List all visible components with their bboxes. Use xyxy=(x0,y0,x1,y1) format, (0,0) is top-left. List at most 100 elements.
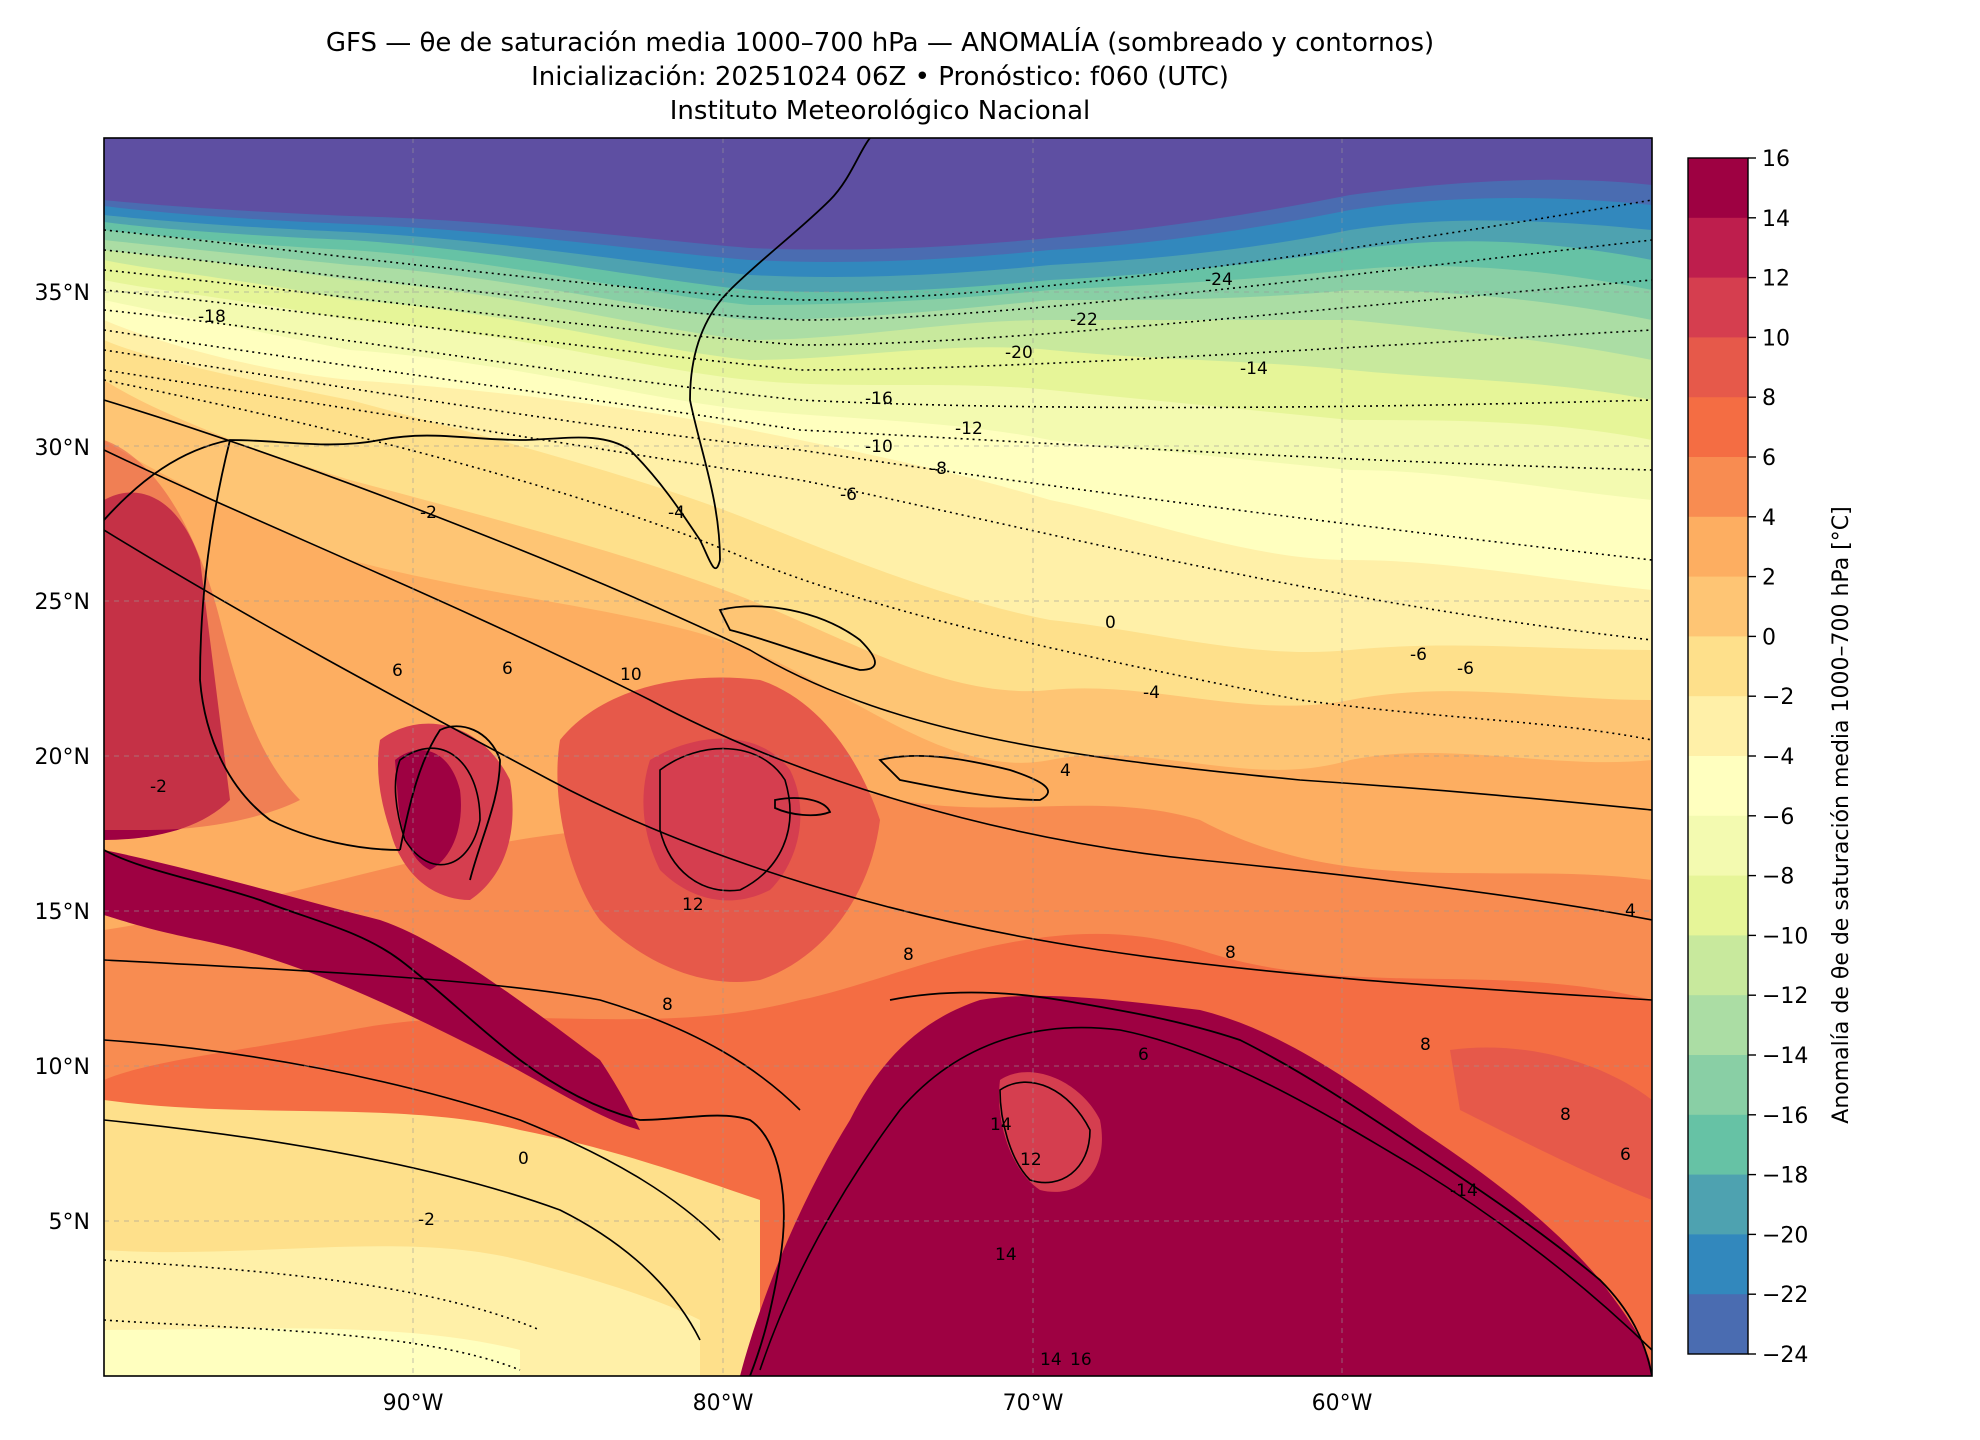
colorbar-segment xyxy=(1688,397,1748,458)
colorbar-tick-label: −18 xyxy=(1762,1164,1808,1189)
contour-label: -2 xyxy=(150,777,167,797)
contour-label: -8 xyxy=(930,459,947,479)
contour-label: 4 xyxy=(1060,761,1071,781)
colorbar-segment xyxy=(1688,875,1748,936)
colorbar-tick-label: −10 xyxy=(1762,924,1808,949)
lat-label: 10°N xyxy=(35,1055,90,1080)
contour-label: -4 xyxy=(668,503,685,523)
contour-label: -14 xyxy=(1450,1181,1478,1201)
colorbar-segment xyxy=(1688,1294,1748,1355)
colorbar-tick-label: 12 xyxy=(1762,267,1790,292)
contour-label: 8 xyxy=(1420,1035,1431,1055)
contour-label: -10 xyxy=(865,437,893,457)
contour-label: 0 xyxy=(518,1149,529,1169)
contour-label: 14 xyxy=(995,1245,1017,1265)
contour-label: 6 xyxy=(1138,1045,1149,1065)
contour-label: -20 xyxy=(1005,343,1033,363)
gridlines xyxy=(104,138,1652,1376)
title-line-2: Inicialización: 20251024 06Z • Pronóstic… xyxy=(531,62,1229,92)
colorbar-segment xyxy=(1688,815,1748,877)
contour-label: 6 xyxy=(502,659,513,679)
contour-label: 10 xyxy=(620,665,642,685)
contour-label: 4 xyxy=(1625,901,1636,921)
longitude-labels: 90°W 80°W 70°W 60°W xyxy=(383,1391,1373,1416)
title-line-3: Instituto Meteorológico Nacional xyxy=(669,96,1091,126)
colorbar-tick-label: −22 xyxy=(1762,1283,1808,1308)
lon-label: 60°W xyxy=(1312,1391,1373,1416)
contour-label: 12 xyxy=(682,895,704,915)
contour-labels: -24 -22 -20 -18 -16 -14 -12 -10 -8 -6 -4… xyxy=(150,270,1636,1370)
anomaly-contours xyxy=(104,199,1652,1371)
colorbar-tick-label: 10 xyxy=(1762,326,1790,351)
contour-label: 8 xyxy=(662,995,673,1015)
lat-label: 15°N xyxy=(35,900,90,925)
colorbar-segment xyxy=(1688,516,1748,578)
colorbar-tick-label: 6 xyxy=(1762,446,1776,471)
lon-label: 70°W xyxy=(1003,1391,1064,1416)
title-line-1: GFS — θe de saturación media 1000–700 hP… xyxy=(325,28,1435,58)
colorbar-segment xyxy=(1688,995,1748,1056)
colorbar-tick-label: −8 xyxy=(1762,865,1794,890)
colorbar-segment xyxy=(1688,1055,1748,1116)
colorbar-tick-label: 4 xyxy=(1762,506,1776,531)
contour-label: 0 xyxy=(1105,613,1116,633)
colorbar-tick-label: 14 xyxy=(1762,207,1790,232)
colorbar-tick-label: 16 xyxy=(1762,147,1790,172)
colorbar-segment xyxy=(1688,576,1748,637)
lat-label: 5°N xyxy=(49,1210,90,1235)
lat-label: 30°N xyxy=(35,436,90,461)
lon-label: 90°W xyxy=(383,1391,444,1416)
colorbar-segment xyxy=(1688,217,1748,279)
colorbar-segment xyxy=(1688,756,1748,817)
contour-label: -2 xyxy=(418,1210,435,1230)
colorbar-tick-label: 8 xyxy=(1762,386,1776,411)
map-frame xyxy=(103,137,1653,1377)
lon-label: 80°W xyxy=(693,1391,754,1416)
lat-label: 35°N xyxy=(35,281,90,306)
contour-label: 8 xyxy=(1225,943,1236,963)
contour-label: 8 xyxy=(903,945,914,965)
colorbar-label: Anomalía de θe de saturación media 1000–… xyxy=(1829,506,1854,1123)
colorbar-tick-label: −4 xyxy=(1762,745,1794,770)
contour-label: -2 xyxy=(420,503,437,523)
contour-label: -24 xyxy=(1205,270,1233,290)
contour-label: 14 xyxy=(990,1115,1012,1135)
coastlines xyxy=(104,138,1652,1376)
colorbar-tick-label: −14 xyxy=(1762,1044,1808,1069)
colorbar-tick-label: −2 xyxy=(1762,685,1794,710)
colorbar-segment xyxy=(1688,1174,1748,1235)
contour-label: 8 xyxy=(1560,1105,1571,1125)
colorbar-segment xyxy=(1688,1114,1748,1176)
colorbar-tick-label: −20 xyxy=(1762,1223,1808,1248)
contour-label: 14 xyxy=(1040,1350,1062,1370)
contour-label: 6 xyxy=(1620,1145,1631,1165)
anomaly-field xyxy=(104,138,1652,1376)
contour-label: -18 xyxy=(198,307,226,327)
contour-label: -6 xyxy=(1457,659,1474,679)
lat-label: 25°N xyxy=(35,590,90,615)
contour-label: -16 xyxy=(865,389,893,409)
colorbar: 16 14 12 10 8 6 4 2 0 −2 −4 −6 −8 −10 −12 −14 −16 −18 −20 −… xyxy=(1687,147,1808,1368)
latitude-labels: 35°N 30°N 25°N 20°N 15°N 10°N 5°N xyxy=(35,281,90,1235)
colorbar-segment xyxy=(1688,935,1748,996)
contour-label: -4 xyxy=(1143,683,1160,703)
lat-label: 20°N xyxy=(35,745,90,770)
colorbar-tick-label: 2 xyxy=(1762,566,1776,591)
contour-label: -12 xyxy=(955,419,983,439)
colorbar-segment xyxy=(1688,696,1748,757)
contour-label: 16 xyxy=(1070,1350,1092,1370)
contour-label: 12 xyxy=(1020,1150,1042,1170)
contour-label: -22 xyxy=(1070,310,1098,330)
contour-label: -6 xyxy=(1410,645,1427,665)
contour-label: -6 xyxy=(840,485,857,505)
colorbar-segment xyxy=(1688,1234,1748,1295)
colorbar-tick-label: −12 xyxy=(1762,984,1808,1009)
colorbar-tick-label: 0 xyxy=(1762,625,1776,650)
colorbar-tick-label: −16 xyxy=(1762,1104,1808,1129)
colorbar-segment xyxy=(1688,158,1748,219)
colorbar-segment xyxy=(1688,636,1748,697)
contour-label: 6 xyxy=(392,661,403,681)
contour-label: -14 xyxy=(1240,359,1268,379)
colorbar-segment xyxy=(1688,457,1748,518)
